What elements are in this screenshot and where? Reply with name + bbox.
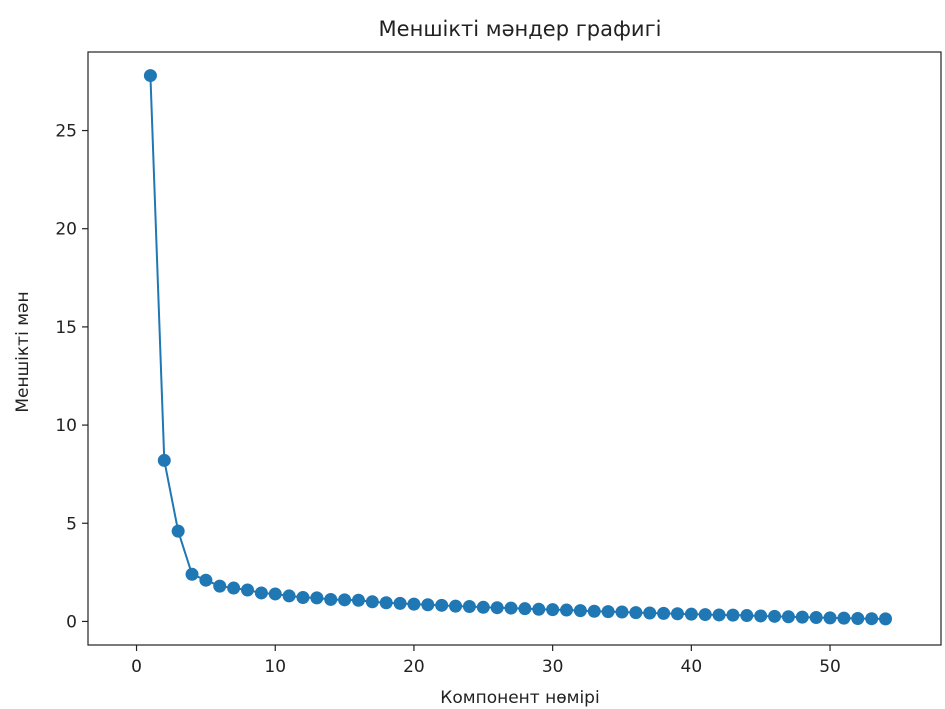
x-tick-label: 10 bbox=[264, 657, 286, 677]
y-axis-ticks: 0 5 10 15 20 25 bbox=[55, 122, 88, 632]
x-axis-ticks: 0 10 20 30 40 50 bbox=[131, 645, 841, 677]
x-tick-label: 20 bbox=[403, 657, 425, 677]
data-point bbox=[740, 609, 754, 623]
data-point bbox=[310, 591, 324, 605]
data-point bbox=[726, 608, 740, 622]
y-tick-label: 5 bbox=[66, 514, 77, 534]
data-point bbox=[587, 604, 601, 618]
data-point bbox=[809, 611, 823, 625]
data-point bbox=[657, 606, 671, 620]
data-point bbox=[781, 610, 795, 624]
data-point bbox=[615, 605, 629, 619]
data-point bbox=[573, 604, 587, 618]
data-point bbox=[462, 600, 476, 614]
y-tick-label: 0 bbox=[66, 612, 77, 632]
data-point bbox=[435, 598, 449, 612]
data-point bbox=[185, 567, 199, 581]
series-layer bbox=[143, 69, 893, 626]
data-point bbox=[282, 589, 296, 603]
data-point bbox=[199, 573, 213, 587]
data-point bbox=[670, 607, 684, 621]
data-point bbox=[296, 590, 310, 604]
y-tick-label: 25 bbox=[55, 122, 77, 142]
data-point bbox=[532, 602, 546, 616]
data-point bbox=[241, 583, 255, 597]
data-point bbox=[754, 609, 768, 623]
data-point bbox=[560, 603, 574, 617]
chart-title: Меншікті мәндер графигі bbox=[379, 17, 662, 41]
data-point bbox=[601, 605, 615, 619]
y-axis-title: Меншікті мән bbox=[13, 291, 33, 412]
data-point bbox=[851, 611, 865, 625]
data-point bbox=[546, 603, 560, 617]
data-point bbox=[157, 453, 171, 467]
y-tick-label: 20 bbox=[55, 220, 77, 240]
data-point bbox=[518, 602, 532, 616]
data-point bbox=[504, 601, 518, 615]
data-point bbox=[338, 593, 352, 607]
data-point bbox=[449, 599, 463, 613]
data-point bbox=[365, 595, 379, 609]
data-point bbox=[324, 592, 338, 606]
data-point bbox=[268, 587, 282, 601]
x-axis-title: Компонент нөмірі bbox=[440, 688, 599, 708]
y-tick-label: 15 bbox=[55, 318, 77, 338]
data-point bbox=[379, 596, 393, 610]
data-point bbox=[712, 608, 726, 622]
data-point bbox=[227, 581, 241, 595]
data-point bbox=[393, 596, 407, 610]
data-point bbox=[837, 611, 851, 625]
x-tick-label: 0 bbox=[131, 657, 142, 677]
data-point bbox=[684, 607, 698, 621]
data-point bbox=[865, 612, 879, 626]
x-tick-label: 40 bbox=[681, 657, 703, 677]
data-point bbox=[698, 608, 712, 622]
data-point bbox=[171, 524, 185, 538]
data-point bbox=[351, 593, 365, 607]
plot-frame bbox=[87, 51, 942, 646]
data-point bbox=[823, 611, 837, 625]
data-point bbox=[143, 69, 157, 83]
data-point bbox=[407, 597, 421, 611]
y-tick-label: 10 bbox=[55, 416, 77, 436]
data-point bbox=[490, 601, 504, 615]
data-point bbox=[795, 610, 809, 624]
data-point bbox=[421, 598, 435, 612]
data-point bbox=[768, 609, 782, 623]
x-tick-label: 30 bbox=[542, 657, 564, 677]
data-point bbox=[213, 579, 227, 593]
data-point bbox=[629, 606, 643, 620]
plot-area bbox=[87, 51, 942, 646]
series-line bbox=[149, 75, 886, 620]
data-point bbox=[643, 606, 657, 620]
data-point bbox=[254, 586, 268, 600]
data-point bbox=[476, 600, 490, 614]
x-tick-label: 50 bbox=[819, 657, 841, 677]
data-point bbox=[879, 612, 893, 626]
